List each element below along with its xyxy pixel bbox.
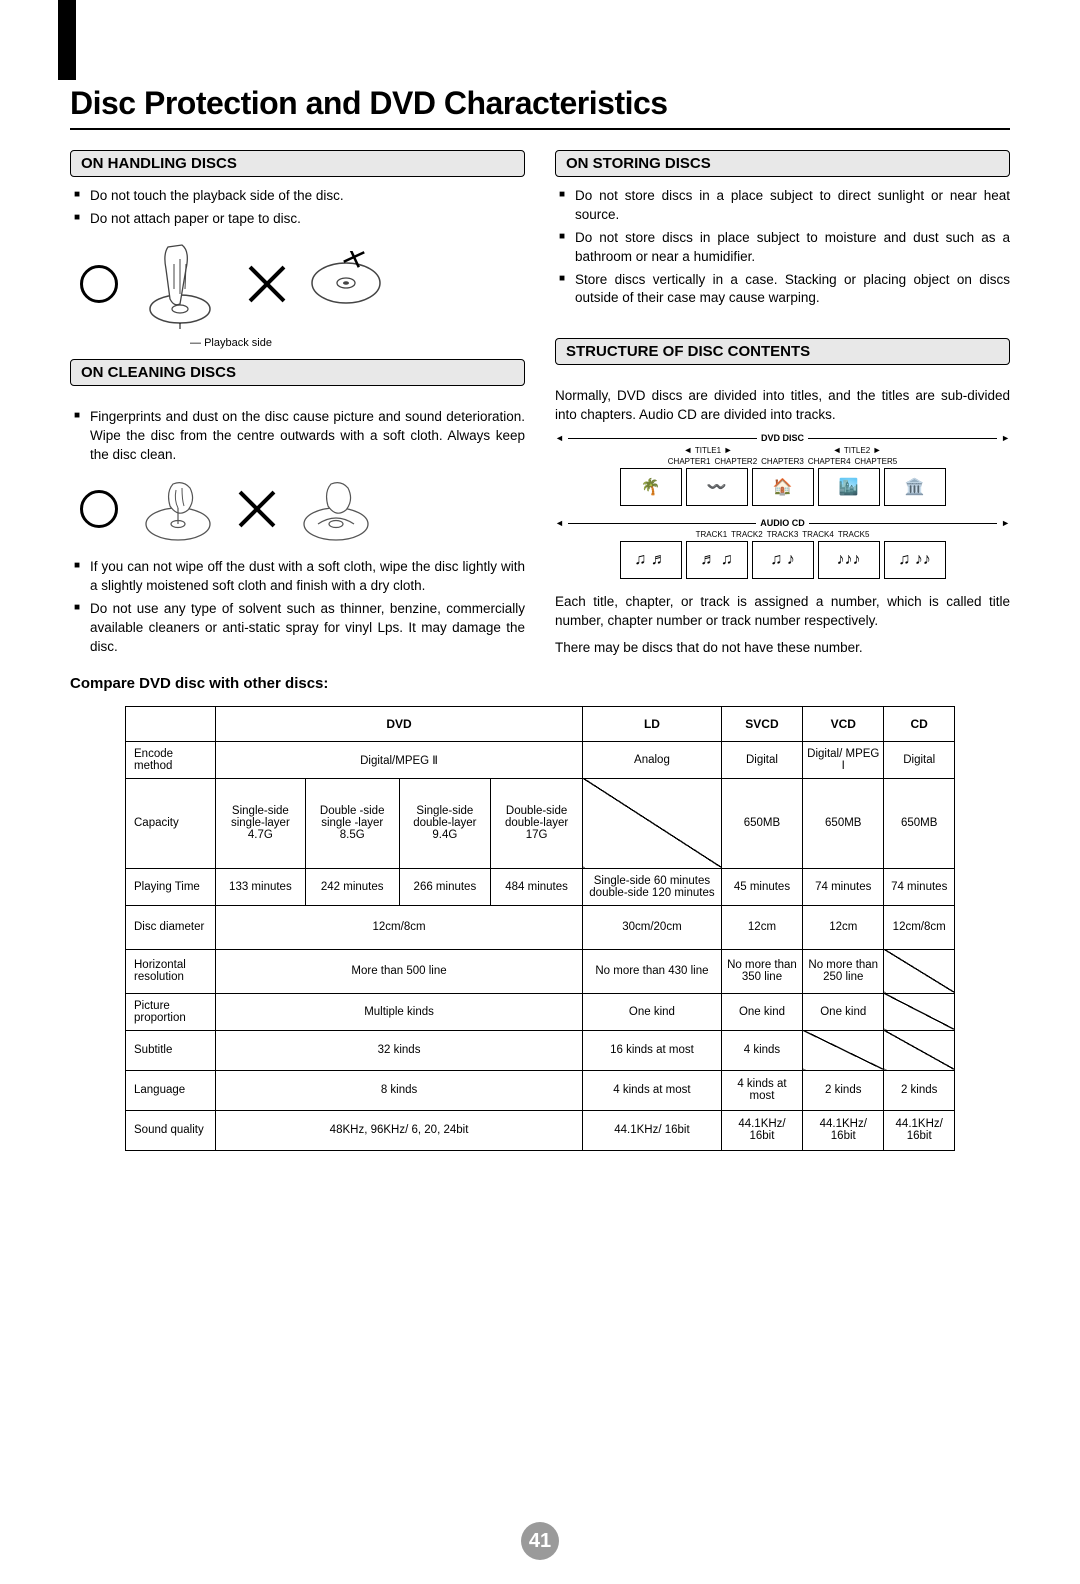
handling-header: ON HANDLING DISCS [70,150,525,177]
table-header: SVCD [721,706,802,741]
cleaning-header: ON CLEANING DISCS [70,359,525,386]
table-row: Subtitle 32 kinds 16 kinds at most 4 kin… [126,1030,955,1070]
track-icon: ♪♪♪ [818,541,880,579]
page-tab-marker [58,0,76,80]
list-item: Do not attach paper or tape to disc. [74,210,525,229]
compare-heading: Compare DVD disc with other discs: [70,675,525,692]
list-item: Do not store discs in a place subject to… [559,187,1010,225]
content-columns: ON HANDLING DISCS Do not touch the playb… [70,150,1010,706]
track-icon: ♫ ♪ [752,541,814,579]
table-header: LD [583,706,722,741]
right-column: ON STORING DISCS Do not store discs in a… [555,150,1010,706]
cleaning-illustration [80,474,525,544]
table-row: Capacity Single-side single-layer 4.7G D… [126,778,955,868]
x-mark-icon [238,490,276,528]
chapter-icon: 🏠 [752,468,814,506]
list-item: If you can not wipe off the dust with a … [74,558,525,596]
track-icon: ♬ ♫ [686,541,748,579]
storing-bullets: Do not store discs in a place subject to… [555,187,1010,308]
wipe-circular-icon [296,474,376,544]
list-item: Do not use any type of solvent such as t… [74,600,525,657]
cleaning-bullets-a: Fingerprints and dust on the disc cause … [70,408,525,465]
table-row: Encode method Digital/MPEG Ⅱ Analog Digi… [126,741,955,778]
left-column: ON HANDLING DISCS Do not touch the playb… [70,150,525,706]
page-number: 41 [521,1522,559,1560]
chapter-icon: 〰️ [686,468,748,506]
track-icon: ♫ ♪♪ [884,541,946,579]
list-item: Store discs vertically in a case. Stacki… [559,271,1010,309]
table-header [126,706,216,741]
wipe-outward-icon [138,474,218,544]
disc-with-tape-icon [306,251,386,316]
handling-bullets: Do not touch the playback side of the di… [70,187,525,229]
playback-side-caption: — Playback side [190,337,525,349]
cleaning-bullets-b: If you can not wipe off the dust with a … [70,558,525,656]
table-header-row: DVD LD SVCD VCD CD [126,706,955,741]
table-row: Picture proportion Multiple kinds One ki… [126,993,955,1030]
disc-structure-diagram: ◄ DVD DISC ► ◄ TITLE1 ► ◄ TITLE2 ► CHAPT… [555,433,1010,579]
compare-table: DVD LD SVCD VCD CD Encode method Digital… [125,706,955,1151]
handling-illustration [80,239,525,329]
table-header: DVD [216,706,583,741]
ok-mark-icon [80,490,118,528]
structure-header: STRUCTURE OF DISC CONTENTS [555,338,1010,365]
storing-header: ON STORING DISCS [555,150,1010,177]
structure-outro1: Each title, chapter, or track is assigne… [555,593,1010,631]
table-row: Disc diameter 12cm/8cm 30cm/20cm 12cm 12… [126,905,955,949]
list-item: Do not touch the playback side of the di… [74,187,525,206]
structure-outro2: There may be discs that do not have thes… [555,639,1010,658]
chapter-icon: 🏛️ [884,468,946,506]
title-divider [70,128,1010,130]
table-row: Playing Time 133 minutes 242 minutes 266… [126,868,955,905]
ok-mark-icon [80,265,118,303]
table-header: VCD [803,706,884,741]
table-row: Sound quality 48KHz, 96KHz/ 6, 20, 24bit… [126,1110,955,1150]
list-item: Do not store discs in place subject to m… [559,229,1010,267]
table-row: Language 8 kinds 4 kinds at most 4 kinds… [126,1070,955,1110]
track-icon: ♫ ♬ [620,541,682,579]
x-mark-icon [248,265,286,303]
page-title: Disc Protection and DVD Characteristics [70,85,1010,122]
structure-intro: Normally, DVD discs are divided into tit… [555,387,1010,425]
hand-holding-disc-icon [138,239,228,329]
list-item: Fingerprints and dust on the disc cause … [74,408,525,465]
table-row: Horizontal resolution More than 500 line… [126,949,955,993]
chapter-icon: 🌴 [620,468,682,506]
table-header: CD [884,706,955,741]
chapter-icon: 🏙️ [818,468,880,506]
